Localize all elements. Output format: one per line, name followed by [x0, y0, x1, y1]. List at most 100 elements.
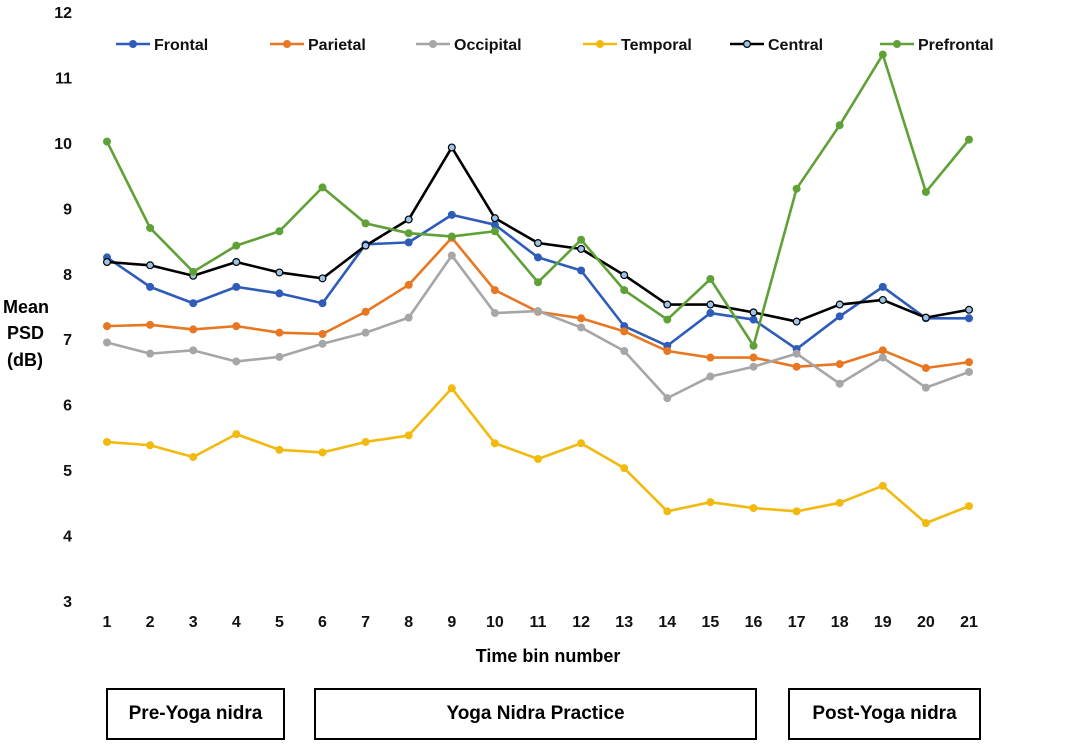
data-point-central: [792, 317, 801, 326]
y-axis-title-line-2: PSD: [7, 323, 44, 343]
data-point-central: [964, 305, 973, 314]
data-point-temporal: [404, 431, 413, 440]
data-point-temporal: [318, 448, 327, 457]
data-point-prefrontal: [232, 241, 241, 250]
x-tick-label: 9: [447, 614, 456, 631]
data-point-central: [706, 300, 715, 309]
data-point-central: [878, 295, 887, 304]
series-line-central: [106, 146, 970, 323]
data-point-parietal: [964, 358, 973, 367]
data-point-frontal: [706, 309, 715, 318]
data-point-occipital: [706, 372, 715, 381]
data-point-frontal: [835, 312, 844, 321]
data-point-temporal: [102, 437, 111, 446]
data-point-central: [361, 241, 370, 250]
legend-marker-central: [742, 39, 751, 48]
data-point-central: [490, 214, 499, 223]
data-point-temporal: [146, 441, 155, 450]
data-point-parietal: [706, 353, 715, 362]
data-point-central: [318, 274, 327, 283]
phase-yoga-nidra-practice: Yoga Nidra Practice: [314, 688, 757, 740]
data-point-occipital: [189, 346, 198, 355]
data-point-temporal: [706, 498, 715, 507]
data-point-parietal: [792, 362, 801, 371]
data-point-parietal: [232, 322, 241, 331]
data-point-prefrontal: [102, 137, 111, 146]
data-point-central: [275, 268, 284, 277]
x-tick-label: 17: [788, 614, 806, 631]
data-point-parietal: [490, 286, 499, 295]
data-point-prefrontal: [921, 187, 930, 196]
data-point-temporal: [533, 454, 542, 463]
data-point-parietal: [749, 353, 758, 362]
data-point-occipital: [275, 352, 284, 361]
data-point-occipital: [102, 338, 111, 347]
data-point-occipital: [577, 323, 586, 332]
data-point-parietal: [102, 322, 111, 331]
y-tick-label: 8: [63, 267, 72, 284]
data-point-temporal: [189, 453, 198, 462]
x-tick-label: 20: [917, 614, 935, 631]
phase-pre-yoga-nidra: Pre-Yoga nidra: [106, 688, 285, 740]
y-tick-label: 12: [54, 5, 72, 22]
data-point-frontal: [533, 253, 542, 262]
legend: Frontal Parietal Occipital Temporal Central P…: [116, 37, 994, 54]
data-point-prefrontal: [792, 184, 801, 193]
data-point-temporal: [878, 481, 887, 490]
data-point-parietal: [275, 328, 284, 337]
x-tick-label: 12: [572, 614, 590, 631]
data-point-prefrontal: [533, 278, 542, 287]
data-point-parietal: [921, 364, 930, 373]
legend-item-frontal: Frontal: [116, 37, 208, 54]
data-point-occipital: [749, 362, 758, 371]
data-point-frontal: [275, 289, 284, 298]
series-occipital: [102, 251, 973, 403]
data-point-temporal: [361, 437, 370, 446]
data-point-parietal: [318, 329, 327, 338]
data-point-temporal: [620, 464, 629, 473]
x-tick-label: 18: [831, 614, 849, 631]
data-point-prefrontal: [318, 183, 327, 192]
x-tick-label: 7: [361, 614, 370, 631]
legend-label-frontal: Frontal: [154, 37, 208, 54]
data-point-parietal: [620, 327, 629, 336]
legend-marker-frontal: [129, 39, 138, 48]
data-point-central: [232, 257, 241, 266]
data-point-parietal: [878, 346, 887, 355]
data-point-temporal: [663, 507, 672, 516]
data-point-frontal: [577, 266, 586, 275]
data-point-parietal: [835, 360, 844, 369]
data-point-prefrontal: [964, 135, 973, 144]
legend-item-occipital: Occipital: [416, 37, 522, 54]
legend-item-temporal: Temporal: [583, 37, 692, 54]
x-tick-label: 13: [615, 614, 633, 631]
y-tick-label: 10: [54, 136, 72, 153]
y-tick-label: 5: [63, 463, 72, 480]
data-point-central: [404, 215, 413, 224]
data-point-temporal: [835, 498, 844, 507]
legend-label-central: Central: [768, 37, 823, 54]
data-point-occipital: [146, 349, 155, 358]
data-point-prefrontal: [835, 121, 844, 130]
data-point-prefrontal: [577, 235, 586, 244]
data-point-temporal: [275, 445, 284, 454]
data-point-temporal: [490, 439, 499, 448]
legend-label-parietal: Parietal: [308, 37, 366, 54]
series-central: [102, 143, 973, 326]
data-point-prefrontal: [146, 223, 155, 232]
data-point-parietal: [663, 347, 672, 356]
data-point-prefrontal: [663, 315, 672, 324]
data-point-parietal: [404, 280, 413, 289]
x-tick-label: 5: [275, 614, 284, 631]
data-point-frontal: [878, 282, 887, 291]
data-point-occipital: [447, 251, 456, 260]
data-point-occipital: [835, 379, 844, 388]
x-tick-label: 3: [189, 614, 198, 631]
data-point-temporal: [447, 384, 456, 393]
x-axis-ticks: 1 2 3 4 5 6 7 8 9 10 11 12 13 14 15 16 17 18 19 20 21: [103, 614, 978, 631]
data-point-prefrontal: [490, 227, 499, 236]
x-tick-label: 1: [103, 614, 112, 631]
data-point-prefrontal: [404, 229, 413, 238]
data-point-temporal: [921, 519, 930, 528]
data-point-prefrontal: [189, 267, 198, 276]
